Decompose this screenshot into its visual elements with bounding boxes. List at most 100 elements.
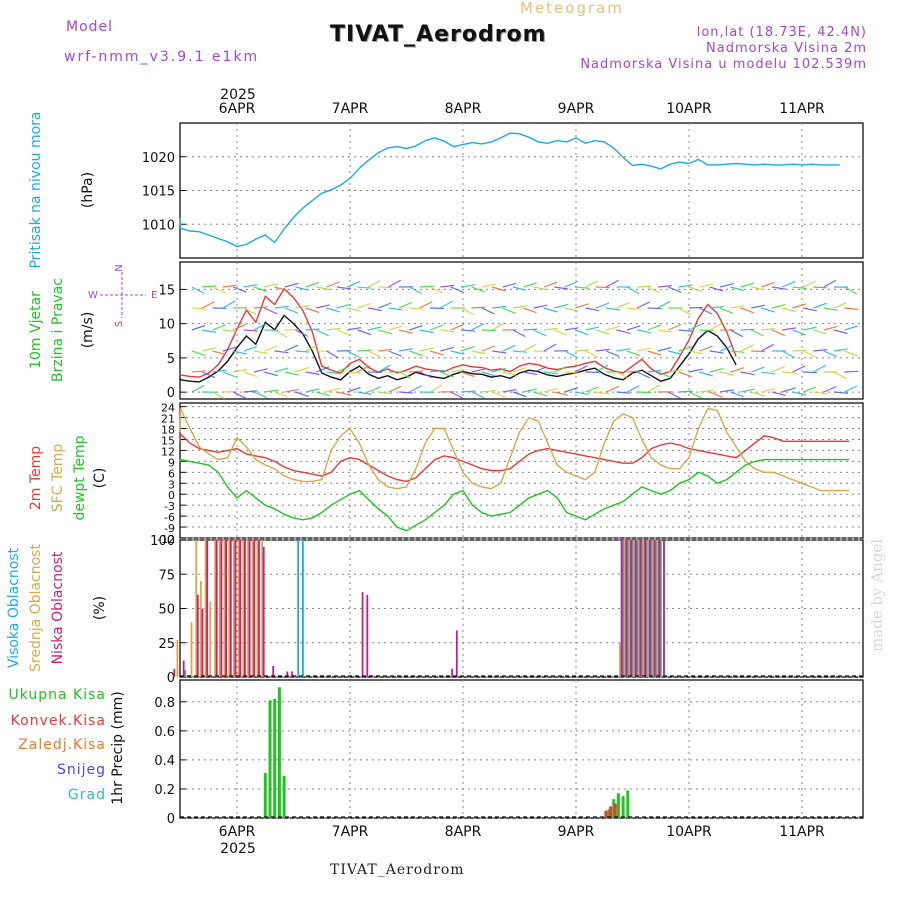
wind-arrow	[564, 307, 579, 312]
precip-legend-snijeg: Snijeg	[57, 762, 106, 778]
wind-arrow	[191, 324, 206, 331]
bar-visoka-oblacnost	[297, 540, 300, 677]
wind-arrow	[616, 329, 631, 334]
y-tick-label: 0.6	[154, 725, 175, 740]
wind-arrow	[668, 286, 682, 293]
wind-arrow	[574, 391, 589, 396]
wind-arrow	[606, 307, 621, 311]
wind-arrow	[409, 370, 424, 373]
wind-arrow	[429, 324, 444, 331]
bar-ukupna-kisa	[277, 687, 281, 818]
wind-arrow	[554, 365, 568, 373]
y-tick-label: -9	[164, 522, 175, 535]
wind-arrow	[668, 350, 683, 355]
temp-axis-title-dewpt: dewpt Temp	[72, 435, 88, 520]
wind-arrow	[574, 329, 589, 336]
wind-axis-title-1: 10m Vjetar	[28, 291, 44, 369]
series-line-sfc-temp	[179, 407, 850, 492]
wind-arrow	[295, 305, 310, 309]
bar-srednja-oblacnost	[647, 540, 650, 677]
wind-arrow	[543, 343, 557, 352]
wind-arrow	[761, 281, 775, 288]
bar-visoka-oblacnost	[184, 670, 187, 677]
wind-arrow	[305, 328, 320, 331]
wind-arrow	[585, 350, 599, 358]
y-tick-label: 0	[168, 489, 175, 502]
wind-arrow	[357, 349, 372, 352]
made-by-credit: made by Angel	[868, 538, 886, 652]
bar-visoka-oblacnost	[645, 540, 648, 677]
wind-arrow	[315, 391, 330, 397]
wind-arrow	[833, 329, 848, 335]
wind-arrow	[554, 391, 569, 396]
wind-arrow	[626, 325, 641, 331]
wind-arrow	[191, 384, 205, 393]
wind-arrow	[492, 367, 506, 373]
bar-visoka-oblacnost	[626, 540, 629, 677]
wind-arrow	[750, 366, 765, 373]
wind-arrow	[585, 280, 599, 288]
wind-arrow	[336, 391, 351, 396]
compass-w: W	[88, 290, 98, 301]
wind-arrow	[823, 385, 837, 393]
wind-arrow	[212, 324, 226, 331]
model-label: Model	[66, 19, 114, 35]
y-tick-label: 0	[167, 671, 175, 686]
wind-arrow	[699, 307, 713, 315]
bar-niska-oblacnost	[630, 540, 632, 677]
wind-arrow	[202, 329, 217, 333]
bar-srednja-oblacnost	[209, 601, 212, 677]
wind-arrow	[502, 344, 516, 352]
wind-arrow	[802, 386, 817, 393]
wind-arrow	[295, 350, 310, 353]
wind-arrow	[533, 304, 548, 309]
year-label-top: 2025	[220, 87, 256, 103]
wind-arrow	[678, 346, 693, 352]
wind-arrow	[792, 329, 806, 336]
wind-arrow	[295, 391, 309, 397]
bar-konvek.kisa	[609, 806, 613, 818]
bar-srednja-oblacnost	[223, 540, 226, 677]
wind-arrow	[450, 369, 465, 373]
bar-ukupna-kisa	[607, 809, 611, 818]
wind-arrow	[429, 350, 444, 356]
panel-frame	[179, 261, 864, 400]
wind-arrow	[688, 286, 703, 293]
precip-legend-konvekkisa: Konvek.Kisa	[11, 713, 106, 729]
wind-arrow	[585, 386, 599, 393]
bar-ukupna-kisa	[616, 793, 620, 818]
wind-arrow	[523, 344, 537, 352]
wind-arrow	[295, 286, 310, 291]
wind-arrow	[751, 286, 766, 291]
bar-srednja-oblacnost	[628, 540, 631, 677]
wind-arrow	[802, 350, 816, 358]
bar-visoka-oblacnost	[302, 540, 304, 677]
series-line-2m-temp	[179, 432, 850, 483]
y-tick-label: 0.8	[154, 696, 175, 711]
cloud-axis-title-mid: Srednja Oblacnost	[28, 544, 44, 672]
wind-arrow	[388, 385, 402, 393]
wind-arrow	[740, 328, 755, 331]
bar-niska-oblacnost	[244, 540, 246, 677]
wind-arrow	[460, 346, 475, 352]
wind-arrow	[782, 387, 796, 393]
bar-ukupna-kisa	[621, 796, 625, 818]
panel-frame	[179, 679, 864, 819]
wind-arrow	[502, 371, 517, 376]
bar-niska-oblacnost	[272, 666, 275, 677]
day-label-top: 9APR	[558, 101, 595, 117]
wind-arrow	[502, 389, 517, 393]
wind-arrow	[471, 286, 485, 293]
wind-arrow	[305, 344, 319, 352]
bar-ukupna-kisa	[268, 700, 272, 818]
wind-arrow	[450, 350, 465, 355]
y-tick-label: 15	[161, 434, 175, 447]
wind-arrow	[699, 371, 713, 377]
wind-arrow	[605, 385, 620, 393]
wind-arrow	[782, 327, 797, 331]
bar-srednja-oblacnost	[619, 642, 621, 678]
wind-arrow	[605, 279, 619, 288]
bar-niska-oblacnost	[625, 540, 628, 677]
wind-arrow	[657, 300, 671, 309]
